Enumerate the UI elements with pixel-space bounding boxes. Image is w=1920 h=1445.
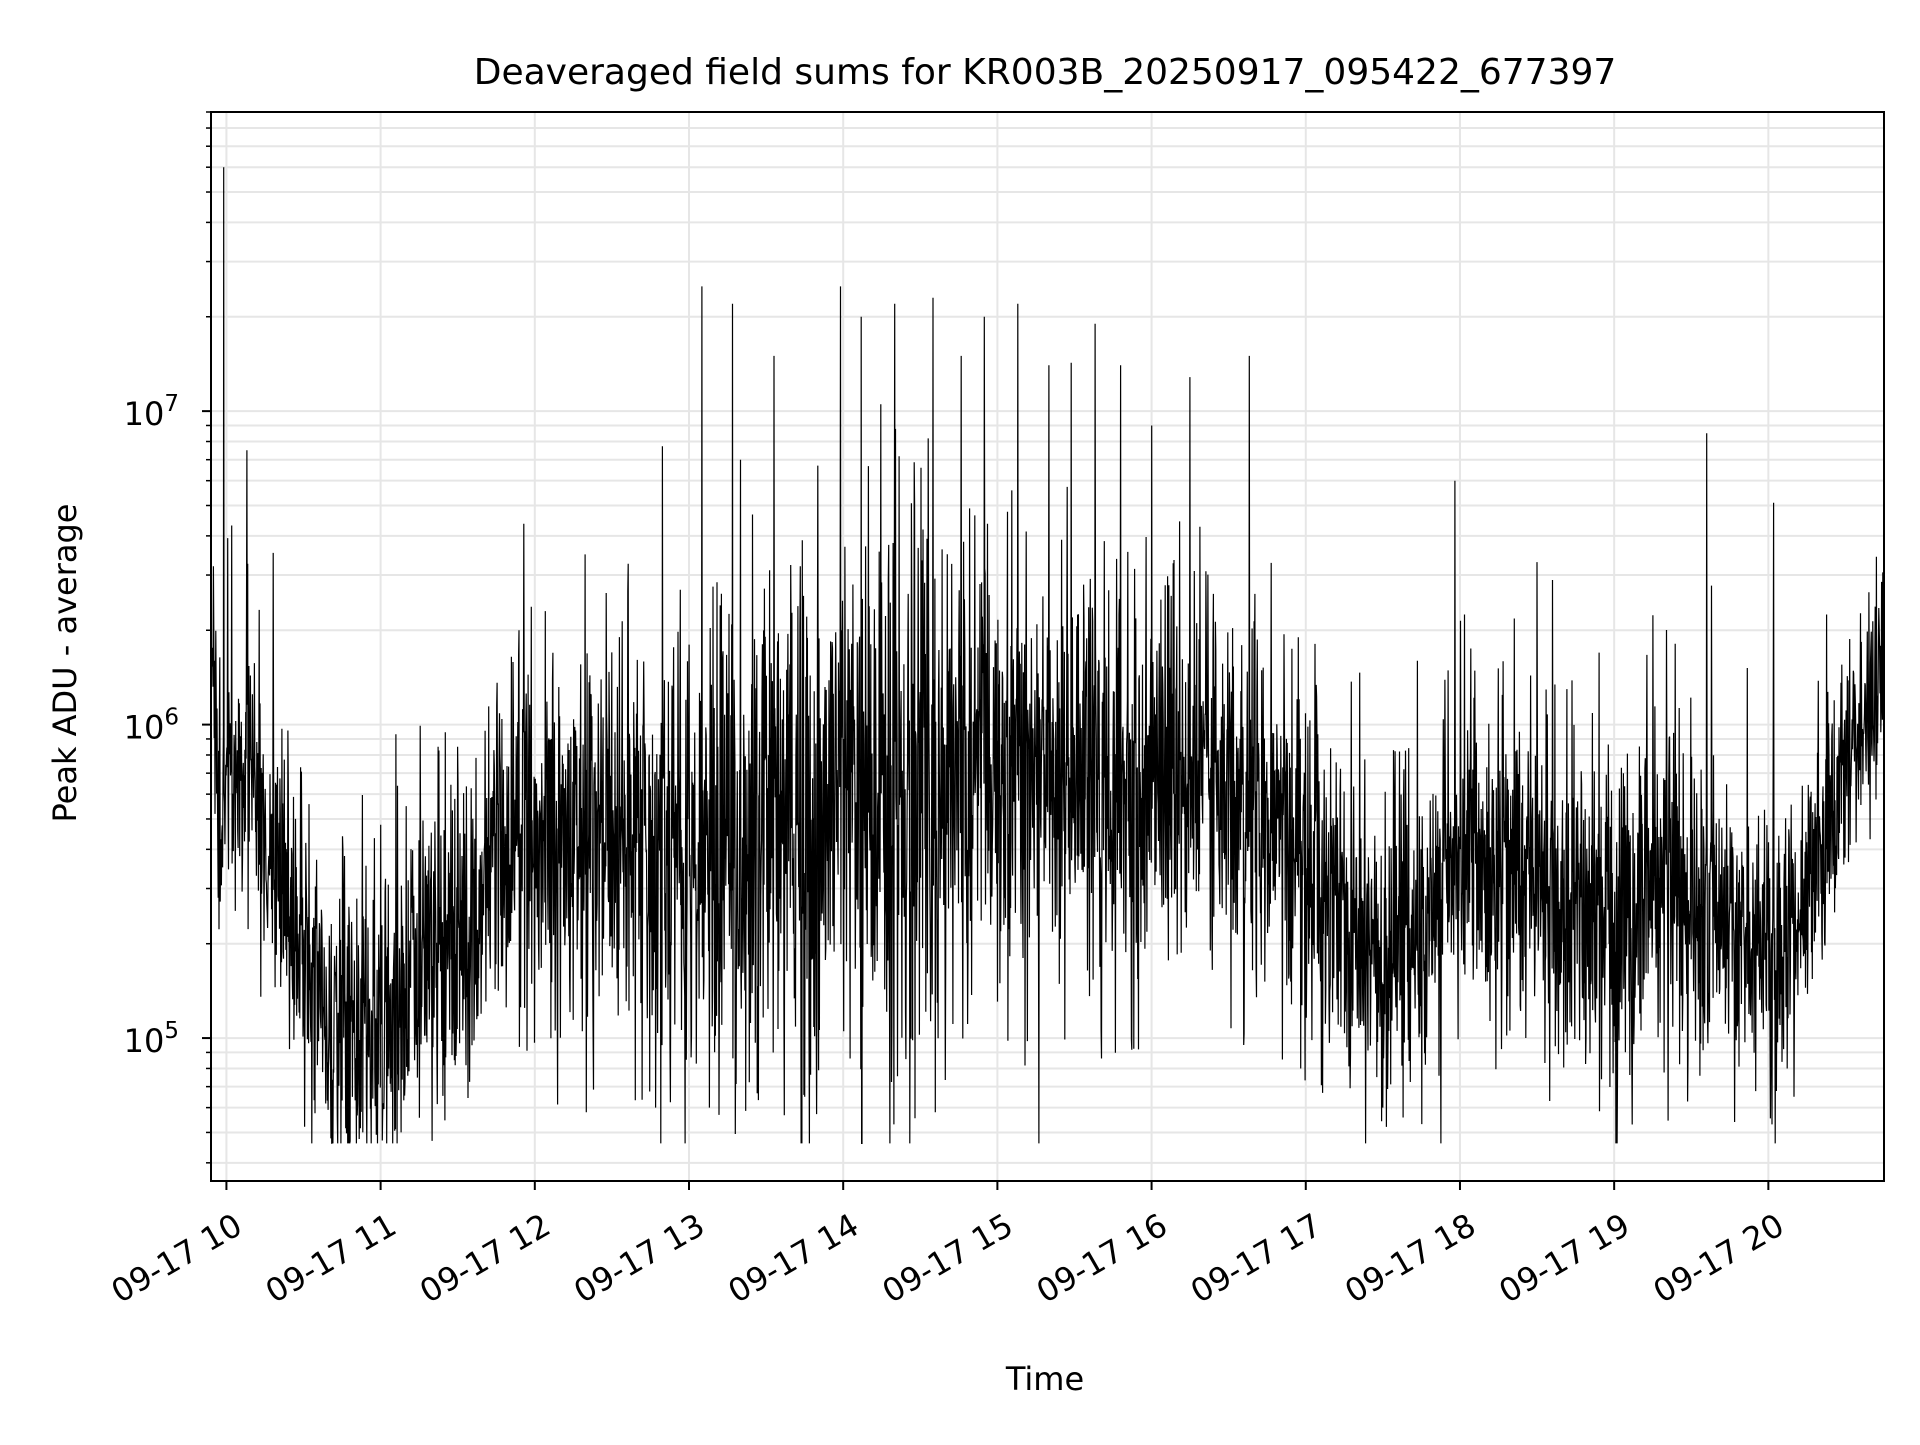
y-tick-label: 106 xyxy=(124,705,179,747)
data-line xyxy=(210,167,1885,1144)
y-tick-label: 107 xyxy=(124,391,179,433)
y-tick-label: 105 xyxy=(124,1018,179,1060)
series-line xyxy=(210,167,1885,1144)
y-axis-label: Peak ADU - average xyxy=(46,504,84,823)
x-axis-label: Time xyxy=(1005,1360,1084,1398)
plot-area-frame xyxy=(210,111,1885,1182)
chart-title: Deaveraged field sums for KR003B_2025091… xyxy=(474,52,1617,93)
